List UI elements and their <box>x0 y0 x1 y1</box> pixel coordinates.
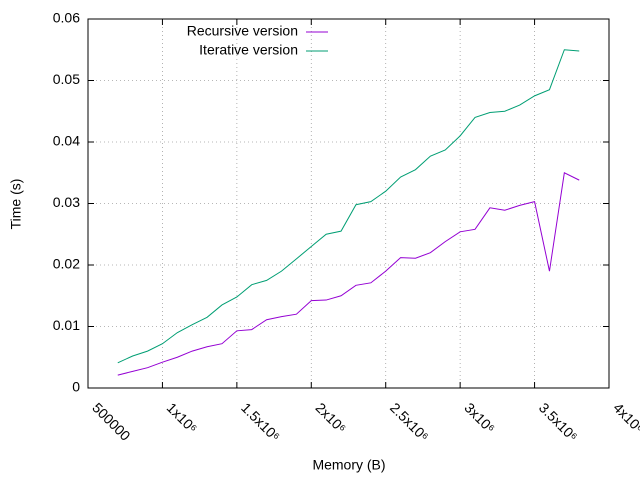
y-tick-label: 0.02 <box>53 256 80 272</box>
y-tick-label: 0.06 <box>53 10 80 26</box>
y-tick-label: 0.05 <box>53 71 80 87</box>
plot-frame <box>87 18 610 389</box>
data-line <box>117 171 580 376</box>
y-axis-label: Time (s) <box>8 179 24 230</box>
y-tick-label: 0 <box>72 379 80 395</box>
legend-label: Iterative version <box>199 42 298 58</box>
y-tick-label: 0.04 <box>53 133 80 149</box>
x-axis-label: Memory (B) <box>312 457 385 473</box>
legend-label: Recursive version <box>187 23 298 39</box>
y-tick-label: 0.03 <box>53 194 80 210</box>
data-line <box>117 49 580 364</box>
y-tick-label: 0.01 <box>53 317 80 333</box>
